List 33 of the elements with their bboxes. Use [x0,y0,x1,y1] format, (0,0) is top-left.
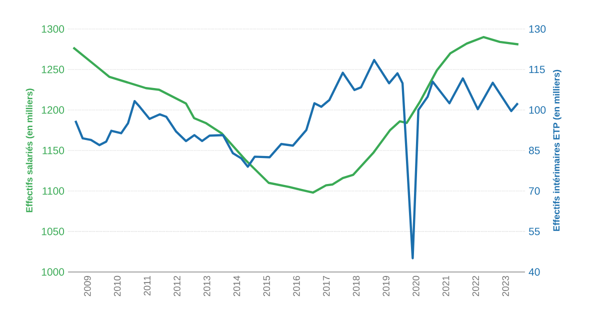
x-tick-label: 2013 [204,276,210,296]
y-axis-title: Effectifs salariés (en milliers) [26,88,34,212]
y2-tick-label: 115 [529,66,545,74]
y-tick-label: 1250 [42,66,64,74]
line-series [74,58,519,260]
x-tick-label: 2015 [263,276,270,296]
x-tick-label: 2020 [412,276,420,296]
y2-tick-label: 55 [528,228,540,236]
x-tick-label: 2019 [382,276,390,296]
x-tick-label: 2011 [144,276,151,296]
y-tick-label: 1150 [42,146,64,154]
x-tick-label: 2012 [174,276,180,296]
y2-tick-label: 40 [528,268,540,276]
y2-tick-label: 130 [529,25,546,33]
x-tick-label: 2021 [442,276,450,296]
y2-tick-label: 100 [529,106,546,114]
x-tick-label: 2017 [323,276,330,296]
x-tick-label: 2010 [114,276,121,296]
x-tick-label: 2018 [352,276,360,296]
x-tick-label: 2014 [233,276,240,296]
x-tick-label: 2023 [502,276,509,296]
x-tick-label: 2009 [84,276,91,296]
y2-tick-label: 85 [528,146,540,154]
y-tick-label: 1200 [42,106,64,114]
line-series [72,36,520,194]
y-tick-label: 1100 [42,187,64,195]
y-tick-label: 1050 [42,228,64,236]
y2-tick-label: 70 [529,187,540,195]
x-tick-label: 2016 [293,276,300,296]
y-tick-label: 1300 [42,25,64,33]
x-tick-label: 2022 [472,276,480,296]
y-tick-label: 1000 [42,268,64,276]
y2-axis-title: Effectifs intérimaires ETP (en milliers) [552,70,562,231]
